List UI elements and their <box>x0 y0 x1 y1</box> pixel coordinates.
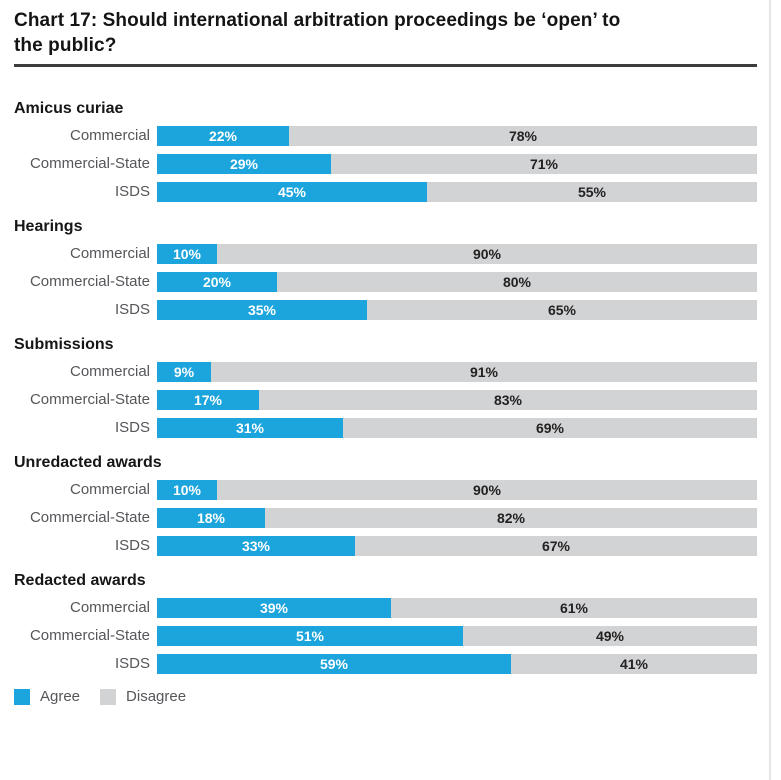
row-label: Commercial-State <box>29 155 150 172</box>
legend-agree-label: Agree <box>40 688 81 705</box>
bar-track: 9% 91% <box>157 362 757 382</box>
bar-track: 18% 82% <box>157 508 757 528</box>
chart-group: Submissions Commercial 9% 91% Commercial-Sta… <box>14 335 757 438</box>
disagree-bar-segment: 83% <box>259 390 757 410</box>
agree-bar-segment: 29% <box>157 154 331 174</box>
chart-group: Redacted awards Commercial 39% 61% Commercia… <box>14 571 757 674</box>
agree-bar-segment: 22% <box>157 126 289 146</box>
legend-disagree-swatch <box>100 689 117 705</box>
bar-track: 20% 80% <box>157 272 757 292</box>
row-label: Commercial <box>69 363 150 380</box>
chart-groups: Amicus curiae Commercial 22% 78% Commercial-… <box>14 99 757 674</box>
disagree-bar-segment: 55% <box>427 182 757 202</box>
legend-agree-swatch <box>14 689 30 705</box>
group-heading: Unredacted awards <box>14 454 162 471</box>
agree-bar-segment: 59% <box>157 654 511 674</box>
disagree-bar-segment: 67% <box>355 536 757 556</box>
agree-bar-segment: 39% <box>157 598 391 618</box>
bar-track: 10% 90% <box>157 244 757 264</box>
bar-track: 33% 67% <box>157 536 757 556</box>
disagree-bar-segment: 80% <box>277 272 757 292</box>
row-label: Commercial-State <box>29 627 150 644</box>
disagree-bar-segment: 71% <box>331 154 757 174</box>
bar-track: 17% 83% <box>157 390 757 410</box>
agree-bar-segment: 31% <box>157 418 343 438</box>
row-label: Commercial <box>69 245 150 262</box>
disagree-bar-segment: 91% <box>211 362 757 382</box>
row-label: Commercial-State <box>29 273 150 290</box>
agree-bar-segment: 9% <box>157 362 211 382</box>
row-label: Commercial <box>69 599 150 616</box>
agree-bar-segment: 51% <box>157 626 463 646</box>
page-edge-line <box>769 0 771 780</box>
bar-track: 39% 61% <box>157 598 757 618</box>
bar-track: 59% 41% <box>157 654 757 674</box>
disagree-bar-segment: 61% <box>391 598 757 618</box>
group-heading: Redacted awards <box>14 572 146 589</box>
bar-row: Commercial 9% 91% <box>14 362 757 382</box>
row-label: Commercial <box>69 481 150 498</box>
legend: Agree Disagree <box>14 689 757 705</box>
disagree-bar-segment: 49% <box>463 626 757 646</box>
title-rule <box>14 64 757 67</box>
row-label: Commercial-State <box>29 509 150 526</box>
disagree-bar-segment: 78% <box>289 126 757 146</box>
agree-bar-segment: 10% <box>157 480 217 500</box>
bar-row: ISDS 35% 65% <box>14 300 757 320</box>
bar-row: Commercial-State 51% 49% <box>14 626 757 646</box>
agree-bar-segment: 45% <box>157 182 427 202</box>
bar-row: ISDS 31% 69% <box>14 418 757 438</box>
bar-row: ISDS 33% 67% <box>14 536 757 556</box>
disagree-bar-segment: 69% <box>343 418 757 438</box>
bar-track: 51% 49% <box>157 626 757 646</box>
legend-disagree-label: Disagree <box>126 688 187 705</box>
agree-bar-segment: 18% <box>157 508 265 528</box>
bar-row: Commercial 39% 61% <box>14 598 757 618</box>
row-label: ISDS <box>114 301 150 318</box>
group-heading: Submissions <box>14 336 114 353</box>
disagree-bar-segment: 90% <box>217 244 757 264</box>
bar-row: ISDS 59% 41% <box>14 654 757 674</box>
agree-bar-segment: 10% <box>157 244 217 264</box>
row-label: ISDS <box>114 419 150 436</box>
bar-row: Commercial-State 18% 82% <box>14 508 757 528</box>
chart-group: Unredacted awards Commercial 10% 90% Commerc… <box>14 453 757 556</box>
agree-bar-segment: 35% <box>157 300 367 320</box>
row-label: ISDS <box>114 655 150 672</box>
bar-track: 22% 78% <box>157 126 757 146</box>
bar-track: 35% 65% <box>157 300 757 320</box>
chart-group: Amicus curiae Commercial 22% 78% Commercial-… <box>14 99 757 202</box>
bar-row: Commercial 10% 90% <box>14 244 757 264</box>
bar-row: Commercial-State 17% 83% <box>14 390 757 410</box>
disagree-bar-segment: 90% <box>217 480 757 500</box>
chart-figure: Chart 17: Should international arbitrati… <box>14 0 757 705</box>
chart-title: Chart 17: Should international arbitrati… <box>14 10 621 56</box>
bar-row: Commercial 22% 78% <box>14 126 757 146</box>
bar-track: 45% 55% <box>157 182 757 202</box>
disagree-bar-segment: 41% <box>511 654 757 674</box>
row-label: Commercial <box>69 127 150 144</box>
agree-bar-segment: 20% <box>157 272 277 292</box>
bar-track: 29% 71% <box>157 154 757 174</box>
row-label: ISDS <box>114 537 150 554</box>
group-heading: Amicus curiae <box>14 100 124 117</box>
bar-row: Commercial 10% 90% <box>14 480 757 500</box>
chart-group: Hearings Commercial 10% 90% Commercial-State… <box>14 217 757 320</box>
bar-track: 10% 90% <box>157 480 757 500</box>
disagree-bar-segment: 65% <box>367 300 757 320</box>
bar-track: 31% 69% <box>157 418 757 438</box>
row-label: Commercial-State <box>29 391 150 408</box>
agree-bar-segment: 17% <box>157 390 259 410</box>
bar-row: ISDS 45% 55% <box>14 182 757 202</box>
row-label: ISDS <box>114 183 150 200</box>
bar-row: Commercial-State 20% 80% <box>14 272 757 292</box>
agree-bar-segment: 33% <box>157 536 355 556</box>
group-heading: Hearings <box>14 218 83 235</box>
disagree-bar-segment: 82% <box>265 508 757 528</box>
bar-row: Commercial-State 29% 71% <box>14 154 757 174</box>
